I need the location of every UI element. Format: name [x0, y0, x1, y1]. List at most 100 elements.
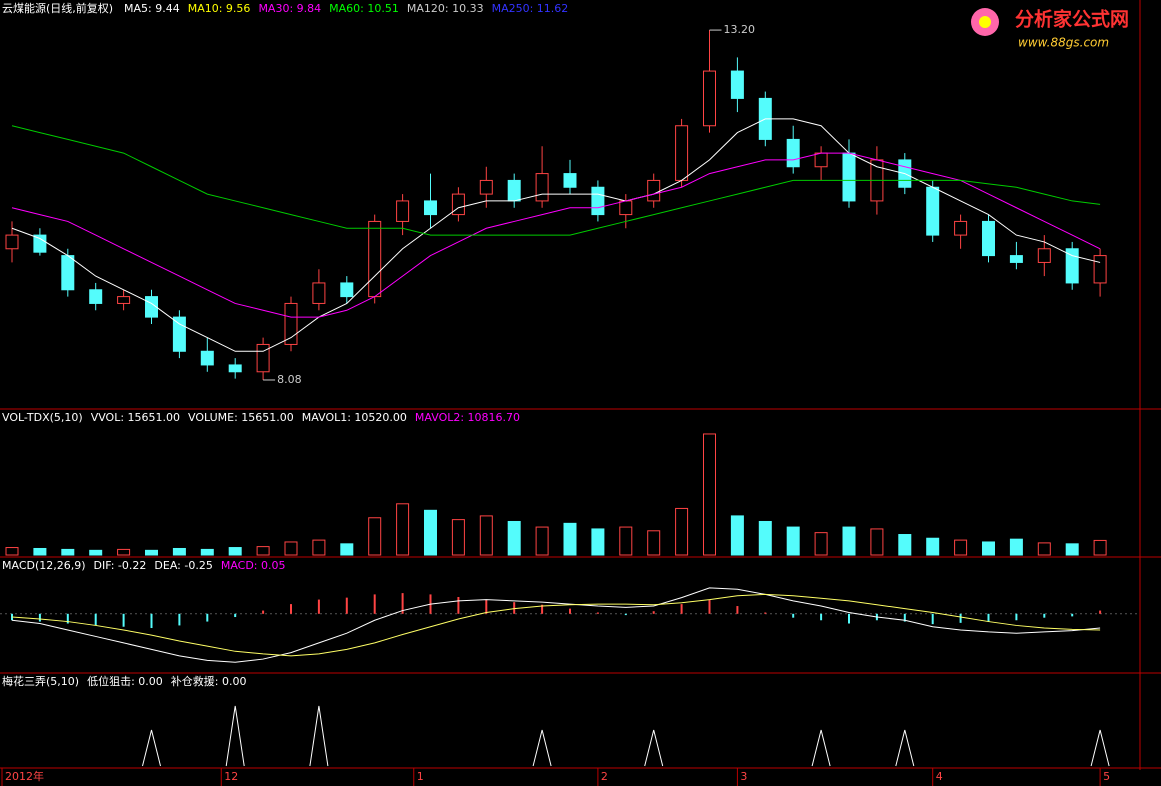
logo-icon-center — [979, 16, 991, 28]
candle-body — [1037, 248, 1051, 263]
volume-bar — [396, 503, 410, 556]
panel-stat: MACD: 0.05 — [221, 559, 286, 572]
candle-body — [451, 193, 465, 216]
signal-triangle — [142, 729, 161, 767]
frame — [0, 0, 1161, 770]
indicator-line — [11, 152, 1101, 318]
candle-body — [647, 179, 661, 202]
x-tick-label: 2012年 — [5, 769, 44, 783]
volume-bar — [647, 530, 661, 556]
volume-bar — [730, 515, 744, 556]
logo: 分析家公式网 www.88gs.com — [971, 8, 1129, 50]
candle-body — [1093, 255, 1107, 284]
logo-url: www.88gs.com — [1018, 36, 1109, 50]
indicator-line — [11, 125, 1101, 236]
candle-body — [619, 200, 633, 216]
indicator-label: MA5: 9.44 — [124, 2, 180, 15]
volume-bar — [870, 528, 884, 556]
volume-bar — [507, 520, 521, 556]
panel-stat: MAVOL2: 10816.70 — [415, 411, 520, 424]
volume-bar — [591, 528, 605, 556]
volume-bar — [675, 507, 689, 556]
volume-bar — [535, 526, 549, 556]
candle-body — [786, 138, 800, 168]
candle-body — [5, 234, 19, 250]
volume-bar — [451, 519, 465, 556]
volume-bar — [200, 548, 214, 556]
x-tick-label: 2 — [601, 770, 608, 783]
candle-body — [172, 316, 186, 352]
volume-bar — [312, 539, 326, 556]
panel-stat: 低位狙击: 0.00 — [87, 674, 163, 688]
volume-bar — [340, 543, 354, 556]
candle-body — [89, 289, 103, 304]
panel-title: VOL-TDX(5,10) — [2, 411, 83, 424]
volume-bar — [5, 547, 19, 556]
signal-triangle — [225, 705, 245, 767]
candle-body — [340, 282, 354, 298]
panel-stat: VVOL: 15651.00 — [91, 411, 180, 424]
annotation-label: 13.20 — [724, 23, 756, 36]
candle-body — [954, 220, 968, 236]
volume-bar — [563, 522, 577, 556]
x-tick-label: 4 — [936, 770, 943, 783]
candle-body — [33, 234, 47, 253]
candle-body — [284, 302, 298, 345]
volume-bar — [982, 541, 995, 556]
candle-body — [1009, 255, 1023, 263]
x-tick-label: 1 — [417, 770, 424, 783]
chart-title: 云煤能源(日线,前复权) — [2, 1, 113, 15]
candle-body — [312, 282, 326, 304]
candle-body — [814, 152, 828, 168]
indicator-label: MA30: 9.84 — [258, 2, 321, 15]
indicator-label: MA60: 10.51 — [329, 2, 399, 15]
logo-name: 分析家公式网 — [1015, 8, 1129, 31]
volume-bar — [479, 515, 493, 556]
panel-title: 梅花三弄(5,10) — [2, 674, 79, 688]
candle-body — [926, 186, 940, 236]
volume-bar — [117, 548, 131, 556]
candle-body — [200, 350, 214, 366]
volume-bar — [61, 548, 75, 556]
volume-bar — [814, 532, 828, 556]
volume-bar — [758, 520, 772, 556]
volume-bar — [954, 539, 968, 556]
candle-body — [535, 173, 549, 202]
volume-bar — [619, 526, 633, 556]
volume-bar — [703, 433, 716, 556]
panel-title: MACD(12,26,9) — [2, 559, 86, 572]
annotation-label: 8.08 — [277, 373, 302, 386]
candle-body — [703, 70, 716, 127]
indicator-line — [11, 587, 1101, 663]
candle-body — [61, 255, 75, 291]
volume-bar — [33, 547, 47, 556]
candle-body — [507, 179, 521, 202]
volume-bar — [1093, 539, 1107, 556]
signal-triangle — [811, 729, 831, 767]
indicator-label: MA120: 10.33 — [407, 2, 484, 15]
candle-body — [842, 152, 856, 202]
signal-triangle — [895, 729, 915, 767]
candle-body — [982, 220, 995, 257]
x-tick-label: 5 — [1103, 770, 1110, 783]
candle-body — [256, 343, 270, 373]
candle-body — [591, 186, 605, 216]
panel-stat: VOLUME: 15651.00 — [188, 411, 294, 424]
panel-stat: DEA: -0.25 — [154, 559, 212, 572]
indicator-line — [11, 593, 1101, 657]
indicator-label: MA250: 11.62 — [492, 2, 569, 15]
volume-bar — [786, 526, 800, 556]
signal-triangle — [309, 705, 329, 767]
volume-bar — [1009, 538, 1023, 556]
candle-body — [675, 125, 689, 181]
volume-bar — [145, 549, 158, 556]
signal-triangle — [532, 729, 552, 767]
panel-stat: DIF: -0.22 — [94, 559, 147, 572]
panel-stat: MAVOL1: 10520.00 — [302, 411, 407, 424]
volume-bar — [1037, 542, 1051, 556]
volume-bar — [424, 509, 437, 556]
volume-bar — [284, 541, 298, 556]
x-tick-label: 3 — [740, 770, 747, 783]
